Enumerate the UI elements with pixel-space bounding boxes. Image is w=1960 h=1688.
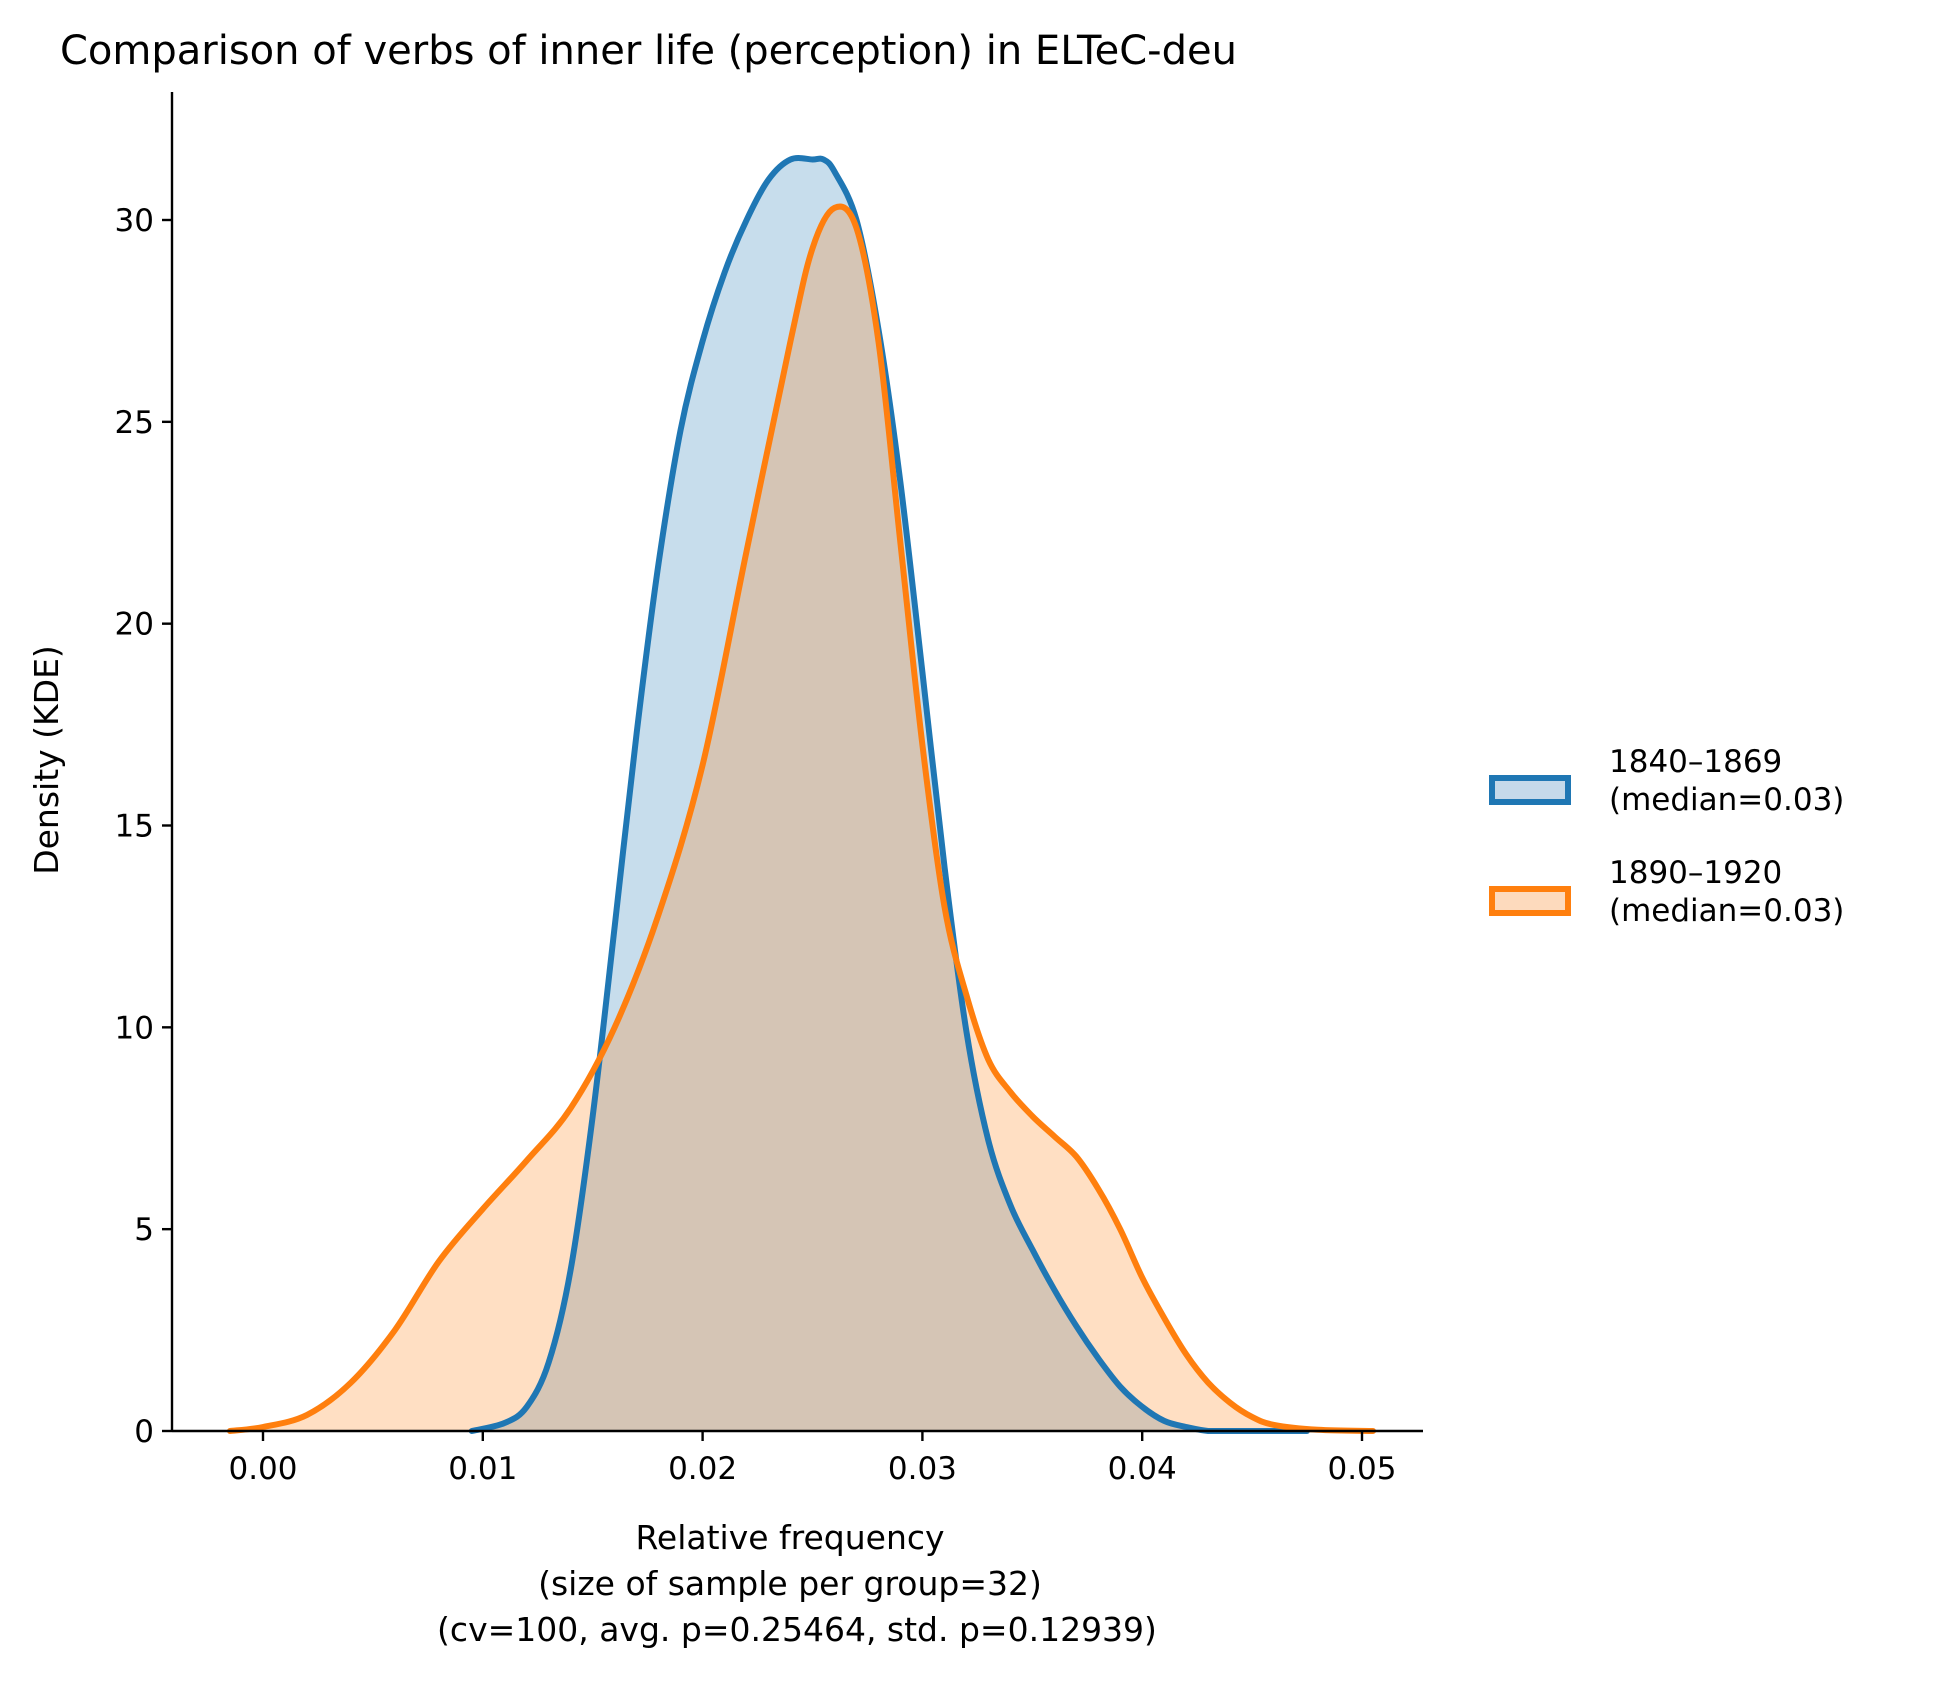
y-ticks: 0 5 10 15 20 25 30 — [115, 203, 172, 1450]
x-axis-label-line-2: (size of sample per group=32) — [538, 1564, 1042, 1603]
y-tick-label: 10 — [115, 1010, 154, 1046]
legend-swatch-1840-1869 — [1489, 775, 1571, 805]
y-axis-label: Density (KDE) — [27, 645, 66, 875]
axes — [170, 92, 1423, 1433]
legend-swatch-1890-1920 — [1489, 886, 1571, 916]
area-fill-1890–1920 — [230, 206, 1373, 1431]
chart-title: Comparison of verbs of inner life (perce… — [60, 28, 1237, 74]
legend-series-name: 1890–1920 — [1609, 855, 1783, 891]
y-tick-label: 30 — [115, 203, 154, 239]
area-fills — [230, 157, 1373, 1431]
legend-series-median: (median=0.03) — [1609, 893, 1845, 929]
area-fill-1840–1869 — [471, 157, 1307, 1431]
x-tick-label: 0.00 — [228, 1451, 297, 1487]
legend-series-name: 1840–1869 — [1609, 744, 1783, 780]
y-tick-label: 25 — [115, 405, 154, 441]
y-tick-label: 20 — [115, 607, 154, 643]
density-line-1890–1920 — [227, 203, 1376, 1434]
y-tick-label: 0 — [134, 1414, 154, 1450]
legend-series-median: (median=0.03) — [1609, 782, 1845, 818]
legend-label-1890-1920: 1890–1920 (median=0.03) — [1609, 854, 1844, 930]
x-tick-label: 0.04 — [1108, 1451, 1177, 1487]
x-tick-label: 0.01 — [448, 1451, 517, 1487]
x-tick-label: 0.02 — [668, 1451, 737, 1487]
y-tick-label: 5 — [134, 1212, 154, 1248]
series-lines — [227, 155, 1376, 1434]
x-tick-label: 0.05 — [1327, 1451, 1396, 1487]
x-axis-label-line-1: Relative frequency — [635, 1518, 944, 1557]
x-tick-label: 0.03 — [888, 1451, 957, 1487]
y-tick-label: 15 — [115, 809, 154, 845]
x-axis-label-line-3: (cv=100, avg. p=0.25464, std. p=0.12939) — [437, 1610, 1157, 1649]
x-ticks: 0.00 0.01 0.02 0.03 0.04 0.05 — [228, 1431, 1397, 1487]
legend-label-1840-1869: 1840–1869 (median=0.03) — [1609, 743, 1844, 819]
